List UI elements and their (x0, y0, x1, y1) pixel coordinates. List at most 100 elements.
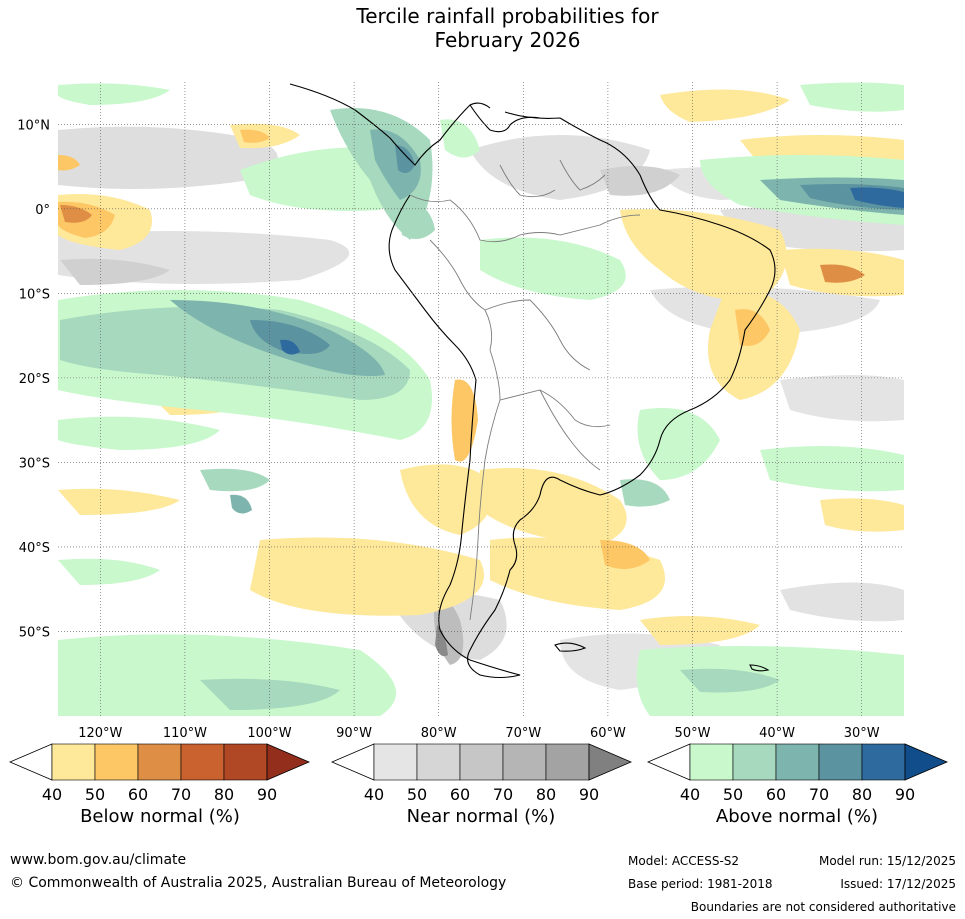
above-patch (230, 494, 252, 514)
legend-swatch (732, 743, 777, 781)
south-america-coast (388, 111, 776, 679)
lon-label: 100°W (247, 726, 291, 741)
legend-swatch (373, 743, 418, 781)
border (539, 389, 601, 471)
lon-label: 30°W (844, 726, 880, 741)
title-line-2: February 2026 (434, 28, 581, 52)
lat-label: 20°S (19, 372, 50, 387)
above-patch (58, 558, 160, 585)
base-period: Base period: 1981-2018 (628, 877, 773, 891)
above-patch (620, 479, 670, 507)
legend-swatch (545, 743, 590, 781)
legend-tick-label: 70 (493, 785, 513, 804)
lat-label: 50°S (19, 625, 50, 640)
lat-label: 10°S (19, 287, 50, 302)
legend-above-label: Above normal (%) (715, 806, 879, 827)
lon-label: 50°W (675, 726, 711, 741)
above-patch (680, 668, 780, 693)
above-patch (58, 83, 170, 105)
legend-swatch (51, 743, 96, 781)
border (409, 194, 641, 243)
below-patch (600, 540, 650, 569)
legend-min-arrow (646, 743, 691, 781)
above-normal-patches (58, 82, 904, 716)
above-patch (800, 82, 904, 112)
near-patch (58, 126, 278, 189)
above-patch (400, 200, 435, 239)
issued-date: Issued: 17/12/2025 (840, 877, 956, 891)
below-patch (58, 488, 180, 515)
below-patch (240, 129, 270, 143)
title-line-1: Tercile rainfall probabilities for (356, 4, 659, 28)
legend-swatch (775, 743, 820, 781)
lon-label: 110°W (163, 726, 207, 741)
lon-label: 40°W (759, 726, 795, 741)
legend-tick-label: 80 (852, 785, 872, 804)
legend-swatch (416, 743, 461, 781)
near-patch (60, 258, 170, 285)
above-patch (200, 468, 270, 492)
legend-swatch (180, 743, 225, 781)
above-patch (850, 187, 904, 208)
near-patch (780, 375, 904, 422)
legend-min-arrow (330, 743, 375, 781)
legend-max-arrow (588, 743, 633, 781)
legend-swatch (137, 743, 182, 781)
above-patch (637, 408, 720, 480)
below-patch (400, 464, 492, 535)
legend-swatch (689, 743, 734, 781)
legend-tick-label: 80 (536, 785, 556, 804)
country-boundaries (409, 159, 641, 621)
legend-tick-label: 50 (407, 785, 427, 804)
border (559, 159, 606, 191)
above-patch (480, 237, 626, 300)
website-link[interactable]: www.bom.gov.au/climate (10, 852, 187, 868)
border (429, 239, 493, 351)
longitude-labels: 120°W 110°W 100°W 90°W 80°W 70°W 60°W 50°W 40°W 3… (78, 726, 880, 741)
legend-above-normal: 40 50 60 70 80 90 (646, 743, 949, 804)
near-patch (435, 625, 448, 657)
legend-swatch (861, 743, 906, 781)
below-patch (58, 155, 80, 171)
legend-below-normal: 40 50 60 70 80 90 (8, 743, 311, 804)
above-patch (370, 129, 421, 200)
legend-tick-label: 80 (214, 785, 234, 804)
legend-tick-label: 60 (128, 785, 148, 804)
lon-label: 120°W (78, 726, 122, 741)
below-patch (640, 616, 760, 645)
legend-tick-label: 60 (766, 785, 786, 804)
above-patch (395, 145, 415, 174)
legend-swatch (818, 743, 863, 781)
legend-tick-label: 60 (450, 785, 470, 804)
land-outlines (289, 83, 776, 679)
legend-below-label: Below normal (%) (80, 806, 240, 827)
border (499, 164, 556, 198)
legend-max-arrow (904, 743, 949, 781)
legend-near-normal: 40 50 60 70 80 90 (330, 743, 633, 804)
legend-swatch (94, 743, 139, 781)
copyright-text: © Commonwealth of Australia 2025, Austra… (10, 875, 507, 891)
near-patch (780, 582, 904, 622)
legend-near-label: Near normal (%) (406, 806, 556, 827)
island-southgeorgia (749, 664, 770, 672)
above-patch (760, 446, 904, 492)
legend-tick-label: 70 (171, 785, 191, 804)
model-name: Model: ACCESS-S2 (628, 854, 740, 868)
below-patch (250, 537, 484, 616)
legend-tick-label: 40 (364, 785, 384, 804)
above-patch (250, 320, 330, 354)
boundaries-disclaimer: Boundaries are not considered authoritat… (690, 900, 956, 914)
coast-north-sa (469, 104, 541, 133)
map-panel (58, 82, 904, 716)
lon-label: 80°W (421, 726, 457, 741)
legend-max-arrow (266, 743, 311, 781)
lat-label: 10°N (17, 118, 50, 133)
legend-swatch (502, 743, 547, 781)
lon-label: 70°W (505, 726, 541, 741)
legend-tick-label: 90 (895, 785, 915, 804)
lat-label: 40°S (19, 541, 50, 556)
near-patch (470, 135, 650, 200)
legend-tick-label: 90 (257, 785, 277, 804)
legend-tick-label: 70 (809, 785, 829, 804)
